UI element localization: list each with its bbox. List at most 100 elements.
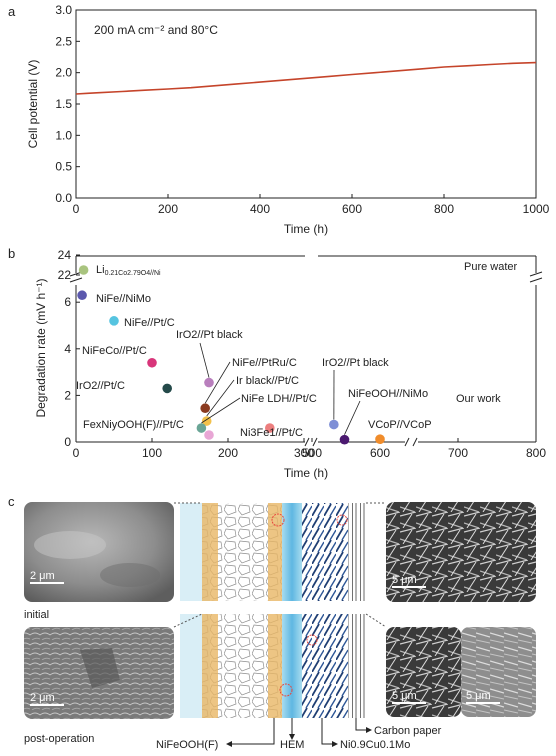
panel-a-y-ticks: 0.0 0.5 1.0 1.5 2.0 2.5 3.0 [55,3,80,205]
label-li-co-o4-ni: Li0.21Co2.79O4//Ni [96,264,161,277]
pure-water-annotation: Pure water [464,261,518,273]
scale-label-post: 2 μm [30,692,55,704]
scale-bar [30,704,64,706]
nicumo-layer-initial [302,503,348,601]
point-8 [196,423,207,433]
panel-b-x-ticks: 010020030050060070080090010001100 [73,438,546,460]
label-nife-nimo: NiFe//NiMo [96,293,151,305]
x-tick-label: 1000 [523,202,550,216]
x-tick-label: 800 [526,446,546,460]
nicumo-layer-post [302,614,348,718]
y-tick-label: 2.5 [55,34,72,48]
panel-c-letter: c [8,494,15,509]
catalyst-particles-initial [268,503,282,601]
label-post-operation: post-operation [24,733,94,745]
scale-label-initial: 2 μm [30,570,55,582]
callout-hem: HEM [280,739,304,751]
x-tick-label: 600 [342,202,362,216]
x-tick-label: 400 [250,202,270,216]
point-3 [147,357,157,368]
y-tick-label: 1.5 [55,97,72,111]
arrowhead [366,727,372,733]
scale-label-post-right-b: 5 μm [466,690,491,702]
arrowhead [289,734,295,740]
panel-a-plot-frame [75,9,537,199]
point-12 [339,434,350,445]
y-tick-label: 2.0 [55,66,72,80]
point-4 [162,383,172,394]
callout-line-carbon-paper [355,718,366,731]
sem-image-initial-texture [34,531,106,559]
callout-nifeooh: NiFeOOH(F) [156,739,218,751]
x-tick-label: 0 [73,446,80,460]
y-tick-label: 4 [64,342,71,356]
leader-line [199,342,210,378]
y-tick-label: 3.0 [55,3,72,17]
scale-label-initial-right: 5 μm [392,574,417,586]
cell-potential-line [75,61,537,95]
point-7 [201,416,212,426]
label-nife-ldh-ptc: NiFe LDH//Pt/C [241,393,317,405]
y-tick-label: 0.0 [55,191,72,205]
label-nifeooh-nimo: NiFeOOH//NiMo [348,388,428,400]
sem-image-post-cathode-b [461,627,536,717]
point-9 [204,430,214,440]
callout-line-nifeooh [232,718,275,745]
scale-bar [30,582,64,584]
label-initial: initial [24,609,49,621]
panel-a-condition-annotation: 200 mA cm⁻² and 80°C [94,23,218,37]
point-6 [200,403,210,414]
label-iro2-pt-black-2: IrO2//Pt black [322,357,389,369]
y-tick-label: 6 [64,295,71,309]
panel-b-x-break-mark [304,437,310,447]
scale-bar [466,702,500,704]
panel-b-points [77,265,385,445]
schematic-post-operation [173,613,387,718]
scale-bar [392,702,426,704]
sem-image-post-texture [80,648,120,688]
point-2 [109,316,119,326]
leader-line [204,361,231,404]
panel-a-x-ticks: 0 200 400 600 800 1000 [73,194,550,216]
x-tick-label: 500 [302,446,322,460]
panel-b-y-break-mark [529,271,543,277]
panel-b-x-break-mark [412,437,418,447]
label-vcop-vcop: VCoP//VCoP [368,419,432,431]
label-fexniy-oohf-ptc: FexNiyOOH(F)//Pt/C [83,419,184,431]
catalyst-particles-initial [202,503,218,601]
zoom-circle [279,683,293,697]
hem-layer-initial [282,503,302,601]
zoom-circle [306,634,318,646]
dashed-link [173,613,203,628]
carbon-paper-initial [348,503,366,601]
label-ni3fe1-ptc: Ni3Fe1//Pt/C [240,427,303,439]
dashed-link [365,613,387,628]
sem-image-initial-texture [100,563,160,587]
panel-a-letter: a [8,4,16,19]
carbon-paper-post [348,614,366,718]
point-10 [265,423,275,433]
sem-image-initial-cathode [386,502,536,602]
point-5 [204,377,214,388]
callout-carbon-paper: Carbon paper [374,725,442,737]
scale-label-post-right-a: 5 μm [392,690,417,702]
x-tick-label: 100 [142,446,162,460]
panel-a: a 200 mA cm⁻² and 80°C 0.0 0.5 1.0 1.5 2.0 2.… [8,3,550,236]
point-0 [78,265,89,275]
label-iro2-ptc: IrO2//Pt/C [76,380,125,392]
catalyst-particles-post [268,614,282,718]
label-nife-ptru-c: NiFe//PtRu/C [232,357,297,369]
panel-b-x-break-mark [404,437,410,447]
callout-nicumo: Ni0.9Cu0.1Mo [340,739,410,751]
panel-b-y-axis-title: Degradation rate (mV h⁻¹) [34,278,48,417]
zoom-circle [336,514,348,526]
callout-line-nicumo [321,718,332,745]
point-1 [77,290,87,301]
y-tick-label: 0.5 [55,160,72,174]
label-our-work: Our work [456,393,501,405]
y-tick-label: 24 [58,248,72,262]
y-tick-label: 2 [64,388,71,402]
